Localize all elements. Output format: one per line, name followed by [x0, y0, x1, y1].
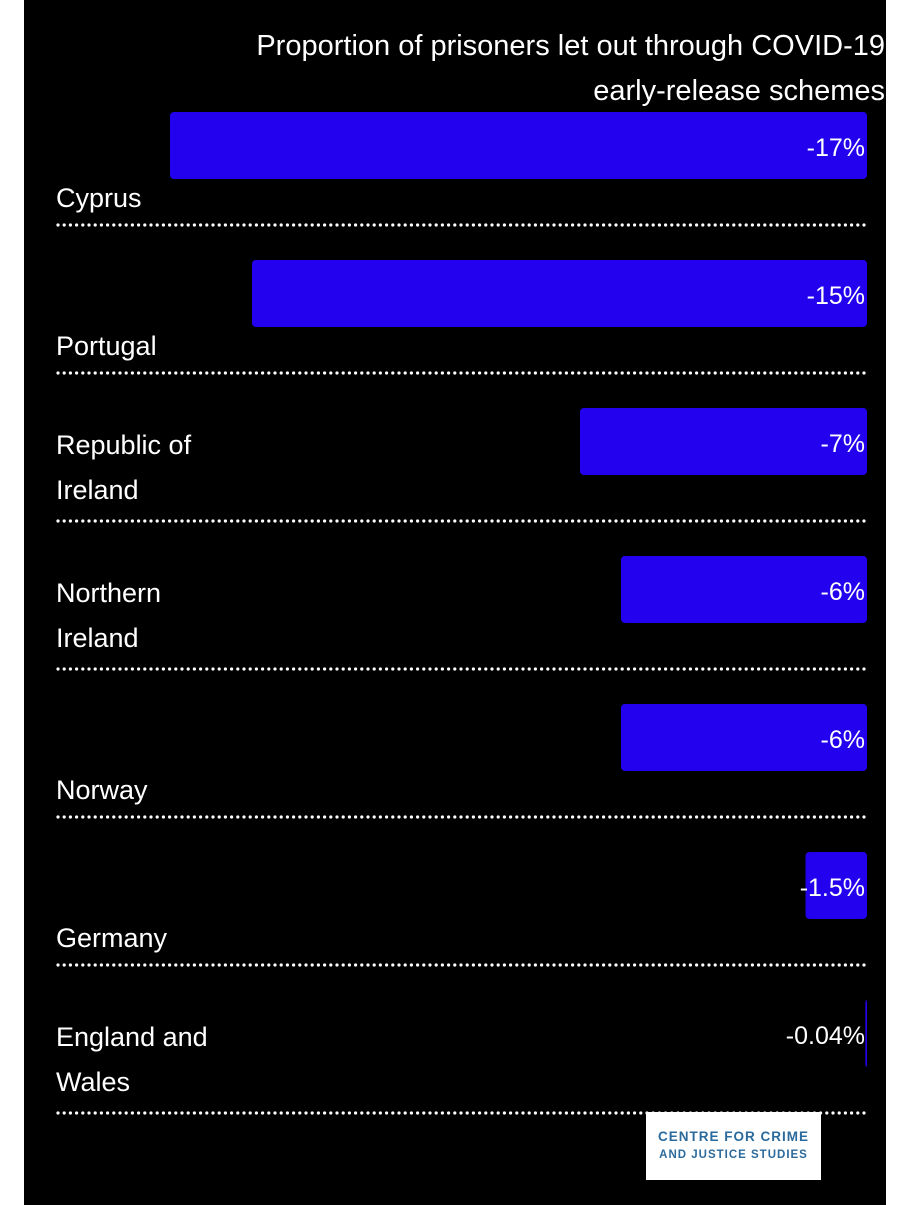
bar-4 — [621, 704, 867, 771]
bar-3 — [621, 556, 867, 623]
value-label-5: -1.5% — [800, 874, 865, 902]
category-label-3-line-0: Northern — [56, 578, 161, 608]
logo-line-1: CENTRE FOR CRIME — [658, 1129, 809, 1144]
value-label-1: -15% — [807, 282, 865, 310]
ccjs-logo: CENTRE FOR CRIME AND JUSTICE STUDIES — [646, 1112, 821, 1180]
bar-2 — [580, 408, 867, 475]
category-label-0: Cyprus — [56, 183, 142, 213]
value-label-2: -7% — [821, 430, 865, 458]
category-label-5: Germany — [56, 923, 168, 953]
category-label-6-line-1: Wales — [56, 1067, 130, 1097]
category-label-2-line-0: Republic of — [56, 430, 192, 460]
value-label-4: -6% — [821, 726, 865, 754]
chart-title: Proportion of prisoners let out through … — [256, 30, 885, 107]
bar-6 — [865, 1000, 867, 1067]
bar-0 — [170, 112, 867, 179]
bar-5 — [805, 852, 867, 919]
category-label-4: Norway — [56, 775, 148, 805]
category-label-3-line-1: Ireland — [56, 623, 139, 653]
logo-line-2: AND JUSTICE STUDIES — [659, 1149, 808, 1161]
category-label-2-line-1: Ireland — [56, 475, 139, 505]
category-label-6-line-0: England and — [56, 1022, 208, 1052]
value-label-6: -0.04% — [786, 1022, 865, 1050]
value-label-0: -17% — [807, 134, 865, 162]
category-label-1: Portugal — [56, 331, 157, 361]
bar-1 — [252, 260, 867, 327]
value-label-3: -6% — [821, 578, 865, 606]
